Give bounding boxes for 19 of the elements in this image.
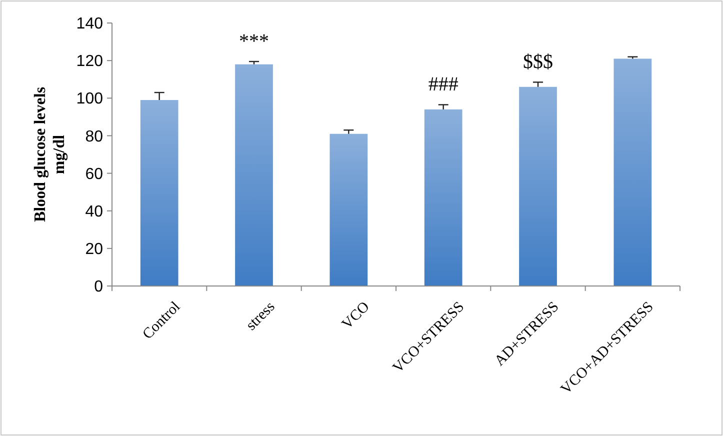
bar xyxy=(140,100,178,286)
y-tick-label: 80 xyxy=(85,128,104,146)
bar xyxy=(235,64,273,286)
bar xyxy=(614,58,652,286)
y-tick-label: 0 xyxy=(94,278,104,296)
y-axis-title: Blood glucose levels mg/dl xyxy=(32,86,68,222)
annotation: $$$ xyxy=(523,51,553,74)
bar xyxy=(330,134,368,286)
x-tick-label: VCO xyxy=(339,298,374,333)
y-tick-label: 140 xyxy=(76,16,104,33)
bar xyxy=(519,86,557,286)
y-tick-label: 120 xyxy=(76,53,104,70)
y-tick-label: 100 xyxy=(76,90,104,108)
y-tick-label: 40 xyxy=(85,203,104,220)
y-tick-label: 20 xyxy=(85,241,104,258)
annotation: *** xyxy=(239,30,269,53)
bar xyxy=(424,109,462,286)
annotation: ### xyxy=(428,74,458,96)
y-tick-label: 60 xyxy=(85,166,104,183)
